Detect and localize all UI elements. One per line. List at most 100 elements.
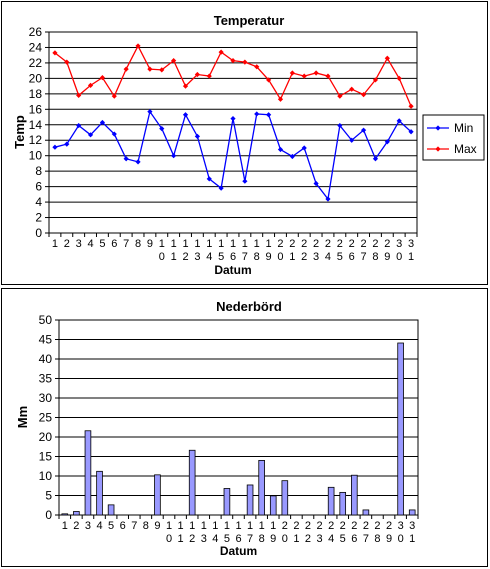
x-tick-label: 2: [374, 520, 380, 532]
y-tick-label: 8: [35, 164, 42, 178]
data-point-max: [218, 49, 224, 55]
bar: [73, 511, 80, 516]
bar: [362, 509, 370, 516]
data-point-max: [76, 92, 82, 98]
plot-area: [48, 31, 418, 234]
x-tick-label: 3: [396, 238, 402, 250]
x-tick-label-second-line: 0: [166, 533, 172, 545]
data-point-max: [64, 59, 70, 65]
data-point-min: [289, 153, 295, 160]
x-tick-label: 2: [361, 238, 367, 250]
y-tick-label: 30: [39, 391, 53, 405]
x-tick-label: 1: [52, 238, 58, 250]
x-tick-label-second-line: 9: [384, 251, 390, 263]
x-tick-label: 2: [328, 520, 334, 532]
data-point-min: [182, 112, 189, 118]
y-tick-label: 14: [29, 118, 43, 132]
x-tick-label-second-line: 4: [212, 533, 218, 545]
x-tick-label-second-line: 5: [337, 251, 343, 263]
bar: [281, 480, 289, 516]
x-tick-label-second-line: 9: [266, 251, 272, 263]
x-tick-label-second-line: 9: [386, 533, 392, 545]
data-point-max: [360, 92, 367, 98]
data-point-max: [159, 67, 165, 73]
x-tick-label: 1: [62, 520, 68, 532]
y-tick-label: 26: [29, 25, 43, 39]
x-tick-label-second-line: 3: [317, 533, 323, 545]
x-tick-label-second-line: 6: [235, 533, 241, 545]
bar: [408, 509, 416, 516]
data-point-min: [206, 176, 212, 182]
y-tick-label: 35: [39, 372, 53, 386]
x-tick-label: 1: [242, 238, 248, 250]
legend-marker: [435, 146, 441, 152]
data-point-min: [301, 145, 307, 151]
data-point-min: [87, 132, 94, 138]
x-tick-label: 1: [206, 238, 212, 250]
x-tick-label: 2: [317, 520, 323, 532]
y-tick-label: 10: [39, 469, 53, 483]
x-tick-label-second-line: 8: [259, 533, 265, 545]
x-tick-label-second-line: 3: [313, 251, 319, 263]
data-point-min: [194, 133, 200, 139]
data-point-min: [337, 122, 343, 129]
data-point-min: [277, 146, 284, 153]
x-tick-label: 1: [224, 520, 230, 532]
x-tick-label: 1: [247, 520, 253, 532]
data-point-max: [230, 58, 236, 64]
data-point-max: [325, 73, 331, 79]
x-tick-label: 1: [235, 520, 241, 532]
y-tick-label: 5: [45, 489, 52, 503]
x-tick-label: 2: [289, 238, 295, 250]
bar: [96, 470, 103, 516]
data-point-max: [87, 82, 94, 88]
bar: [107, 504, 115, 516]
x-tick-label: 1: [259, 520, 265, 532]
x-tick-label: 2: [282, 520, 288, 532]
x-tick-label: 2: [64, 238, 70, 250]
x-tick-label: 2: [386, 520, 392, 532]
x-tick-label: 7: [131, 520, 137, 532]
x-tick-label: 5: [108, 520, 114, 532]
x-tick-label-second-line: 5: [340, 533, 346, 545]
x-tick-label: 3: [398, 520, 404, 532]
x-tick-label-second-line: 0: [277, 251, 283, 263]
x-tick-label-second-line: 1: [293, 533, 299, 545]
x-tick-label-second-line: 6: [351, 533, 357, 545]
x-tick-label: 1: [212, 520, 218, 532]
x-tick-label: 3: [409, 520, 415, 532]
y-tick-label: 6: [35, 180, 42, 194]
data-point-max: [277, 96, 284, 102]
y-tick-label: 50: [39, 313, 53, 327]
y-tick-label: 24: [29, 40, 43, 54]
data-point-max: [123, 66, 129, 72]
data-point-max: [372, 77, 379, 83]
y-tick-label: 40: [39, 352, 53, 366]
x-tick-label-second-line: 8: [254, 251, 260, 263]
x-tick-label: 2: [349, 238, 355, 250]
data-point-min: [313, 180, 319, 187]
x-tick-label-second-line: 4: [206, 251, 212, 263]
y-tick-label: 20: [39, 430, 53, 444]
data-point-max: [384, 55, 390, 61]
legend-label: Max: [454, 142, 477, 156]
data-point-max: [254, 64, 260, 70]
data-point-min: [396, 118, 402, 124]
x-tick-label: 1: [266, 238, 272, 250]
x-tick-label: 1: [270, 520, 276, 532]
x-tick-label: 2: [313, 238, 319, 250]
x-tick-label-second-line: 6: [230, 251, 236, 263]
x-tick-label: 1: [254, 238, 260, 250]
data-point-min: [52, 144, 58, 150]
bar: [269, 495, 277, 516]
data-point-max: [266, 77, 272, 83]
x-tick-label: 1: [159, 238, 165, 250]
bar: [223, 488, 231, 516]
y-tick-label: 18: [29, 87, 43, 101]
plot-area: [58, 319, 419, 516]
x-tick-label: 9: [154, 520, 160, 532]
x-tick-label-second-line: 1: [409, 533, 415, 545]
x-tick-label-second-line: 8: [372, 251, 378, 263]
y-tick-label: 10: [29, 149, 43, 163]
x-tick-label-second-line: 1: [171, 251, 177, 263]
